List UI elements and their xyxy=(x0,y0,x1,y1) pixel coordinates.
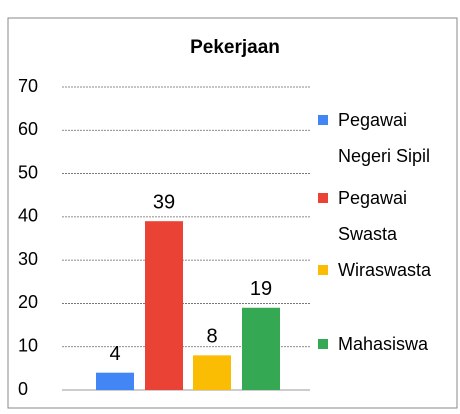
legend-label: Wiraswasta xyxy=(338,260,432,280)
value-label: 19 xyxy=(250,278,272,300)
legend-swatch xyxy=(318,265,328,275)
value-label: 8 xyxy=(206,326,217,348)
y-tick-label: 50 xyxy=(18,162,38,182)
y-tick-label: 70 xyxy=(18,76,38,96)
y-tick-label: 30 xyxy=(18,249,38,269)
y-tick-label: 20 xyxy=(18,292,38,312)
bar xyxy=(242,307,280,390)
legend-swatch xyxy=(318,115,328,125)
legend-item: Mahasiswa xyxy=(318,326,458,362)
y-tick-label: 10 xyxy=(18,335,38,355)
bar xyxy=(193,355,231,390)
value-label: 39 xyxy=(153,191,175,213)
legend-swatch xyxy=(318,193,328,203)
legend-item: Pegawai Swasta xyxy=(318,180,458,252)
bar xyxy=(96,372,134,390)
y-tick-label: 60 xyxy=(18,119,38,139)
y-tick-label: 0 xyxy=(18,379,28,399)
chart-frame xyxy=(7,17,458,409)
chart-title: Pekerjaan xyxy=(190,37,280,58)
legend-label: Mahasiswa xyxy=(338,334,429,354)
legend-item: Pegawai Negeri Sipil xyxy=(318,102,458,174)
y-tick-label: 40 xyxy=(18,206,38,226)
value-label: 4 xyxy=(109,343,120,365)
legend-label: Pegawai Negeri Sipil xyxy=(338,110,431,166)
legend-item: Wiraswasta xyxy=(318,252,458,288)
bar xyxy=(145,221,183,390)
legend-label: Pegawai Swasta xyxy=(338,188,408,244)
legend-swatch xyxy=(318,339,328,349)
